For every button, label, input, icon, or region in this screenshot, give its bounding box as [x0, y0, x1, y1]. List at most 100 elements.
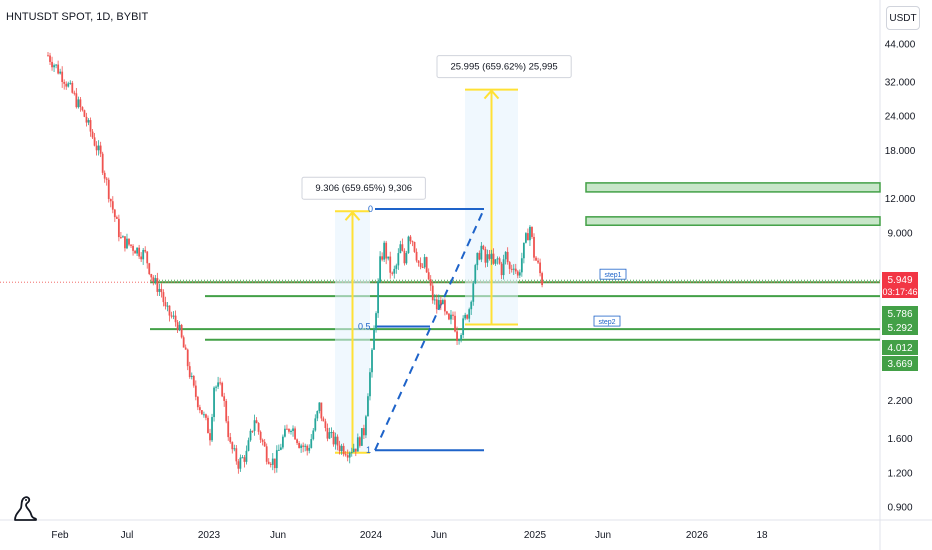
- candle-body: [211, 417, 213, 441]
- candle-body: [91, 131, 94, 138]
- x-tick-label: 2026: [686, 530, 709, 541]
- candle-body: [522, 242, 525, 259]
- fib-label: 0: [368, 204, 373, 214]
- candle-body: [134, 250, 136, 254]
- candle-body: [225, 400, 228, 422]
- candle-body: [403, 250, 406, 264]
- candle-body: [221, 382, 224, 397]
- candle-body: [397, 253, 400, 266]
- candle-body: [431, 285, 434, 301]
- candle-body: [429, 279, 432, 286]
- candle-body: [67, 83, 70, 87]
- candle-body: [186, 349, 189, 367]
- candle-body: [53, 65, 55, 68]
- candle-body: [166, 305, 169, 307]
- candle-body: [421, 266, 424, 268]
- candle-body: [312, 430, 315, 440]
- x-tick-label: Feb: [51, 530, 69, 541]
- candle-body: [462, 318, 465, 335]
- y-tick-label: 44.000: [885, 40, 916, 51]
- price-label: 4.012: [887, 343, 912, 354]
- candle-body: [316, 411, 319, 419]
- candle-body: [346, 455, 349, 458]
- candle-body: [192, 375, 195, 386]
- candle-body: [448, 313, 450, 320]
- tradingview-dino-icon[interactable]: [12, 494, 38, 522]
- candle-body: [122, 236, 124, 238]
- candle-body: [170, 315, 173, 317]
- candle-body: [217, 382, 219, 387]
- candle-body: [450, 314, 452, 320]
- candle-body: [282, 436, 284, 448]
- candle-body: [59, 71, 62, 74]
- candle-body: [514, 268, 517, 272]
- candle-body: [350, 451, 353, 453]
- candle-body: [292, 428, 294, 431]
- projection-label: 9.306 (659.65%) 9,306: [315, 183, 412, 194]
- candle-body: [401, 244, 404, 251]
- fib-label: 0.5: [358, 321, 371, 331]
- candle-body: [506, 251, 509, 263]
- candle-body: [518, 272, 521, 276]
- y-tick-label: 1.200: [887, 468, 912, 479]
- candle-body: [385, 242, 388, 259]
- candle-body: [269, 463, 272, 465]
- fib-label: 1: [366, 445, 371, 455]
- candle-body: [126, 238, 128, 249]
- candle-body: [486, 254, 489, 263]
- candle-body: [209, 433, 211, 441]
- y-tick-label: 18.000: [885, 146, 916, 157]
- price-label-box: [882, 306, 918, 321]
- candle-body: [383, 242, 386, 260]
- candle-body: [253, 420, 256, 431]
- candle-body: [360, 428, 363, 446]
- candle-body: [446, 311, 448, 314]
- candle-body: [75, 93, 78, 108]
- candle-body: [223, 396, 226, 401]
- candle-body: [354, 448, 357, 452]
- candle-body: [128, 238, 130, 245]
- candle-body: [456, 331, 458, 341]
- candle-body: [441, 300, 444, 305]
- candle-body: [492, 253, 495, 264]
- candle-body: [358, 437, 361, 446]
- candle-body: [531, 226, 533, 237]
- candle-body: [344, 454, 347, 456]
- candle-body: [482, 245, 485, 250]
- candle-body: [180, 324, 183, 338]
- candle-body: [387, 256, 390, 259]
- price-label: 5.949: [887, 275, 912, 286]
- candle-body: [265, 446, 268, 462]
- candle-body: [539, 262, 541, 274]
- candle-body: [73, 92, 76, 94]
- candle-body: [336, 436, 339, 446]
- candle-body: [399, 244, 402, 254]
- candle-body: [466, 314, 469, 319]
- y-tick-label: 32.000: [885, 77, 916, 88]
- resistance-zone: [585, 182, 881, 193]
- level-tag-box: [593, 315, 621, 327]
- x-tick-label: 2023: [198, 530, 221, 541]
- candle-body: [83, 110, 86, 117]
- candle-body: [389, 256, 392, 273]
- candle-body: [288, 428, 290, 432]
- candle-body: [198, 407, 201, 411]
- candle-body: [277, 449, 280, 451]
- candle-body: [423, 257, 426, 268]
- candle-body: [413, 242, 416, 252]
- candle-body: [284, 428, 286, 437]
- candle-body: [458, 339, 460, 341]
- candle-body: [411, 241, 414, 243]
- candle-body: [502, 259, 505, 276]
- candle-body: [512, 268, 515, 270]
- candle-body: [201, 410, 203, 415]
- candle-body: [69, 82, 72, 84]
- candle-body: [85, 116, 88, 123]
- candle-body: [215, 386, 217, 388]
- candle-body: [310, 439, 313, 448]
- currency-button[interactable]: USDT: [886, 6, 920, 30]
- candle-body: [259, 431, 262, 440]
- candle-body: [415, 251, 418, 261]
